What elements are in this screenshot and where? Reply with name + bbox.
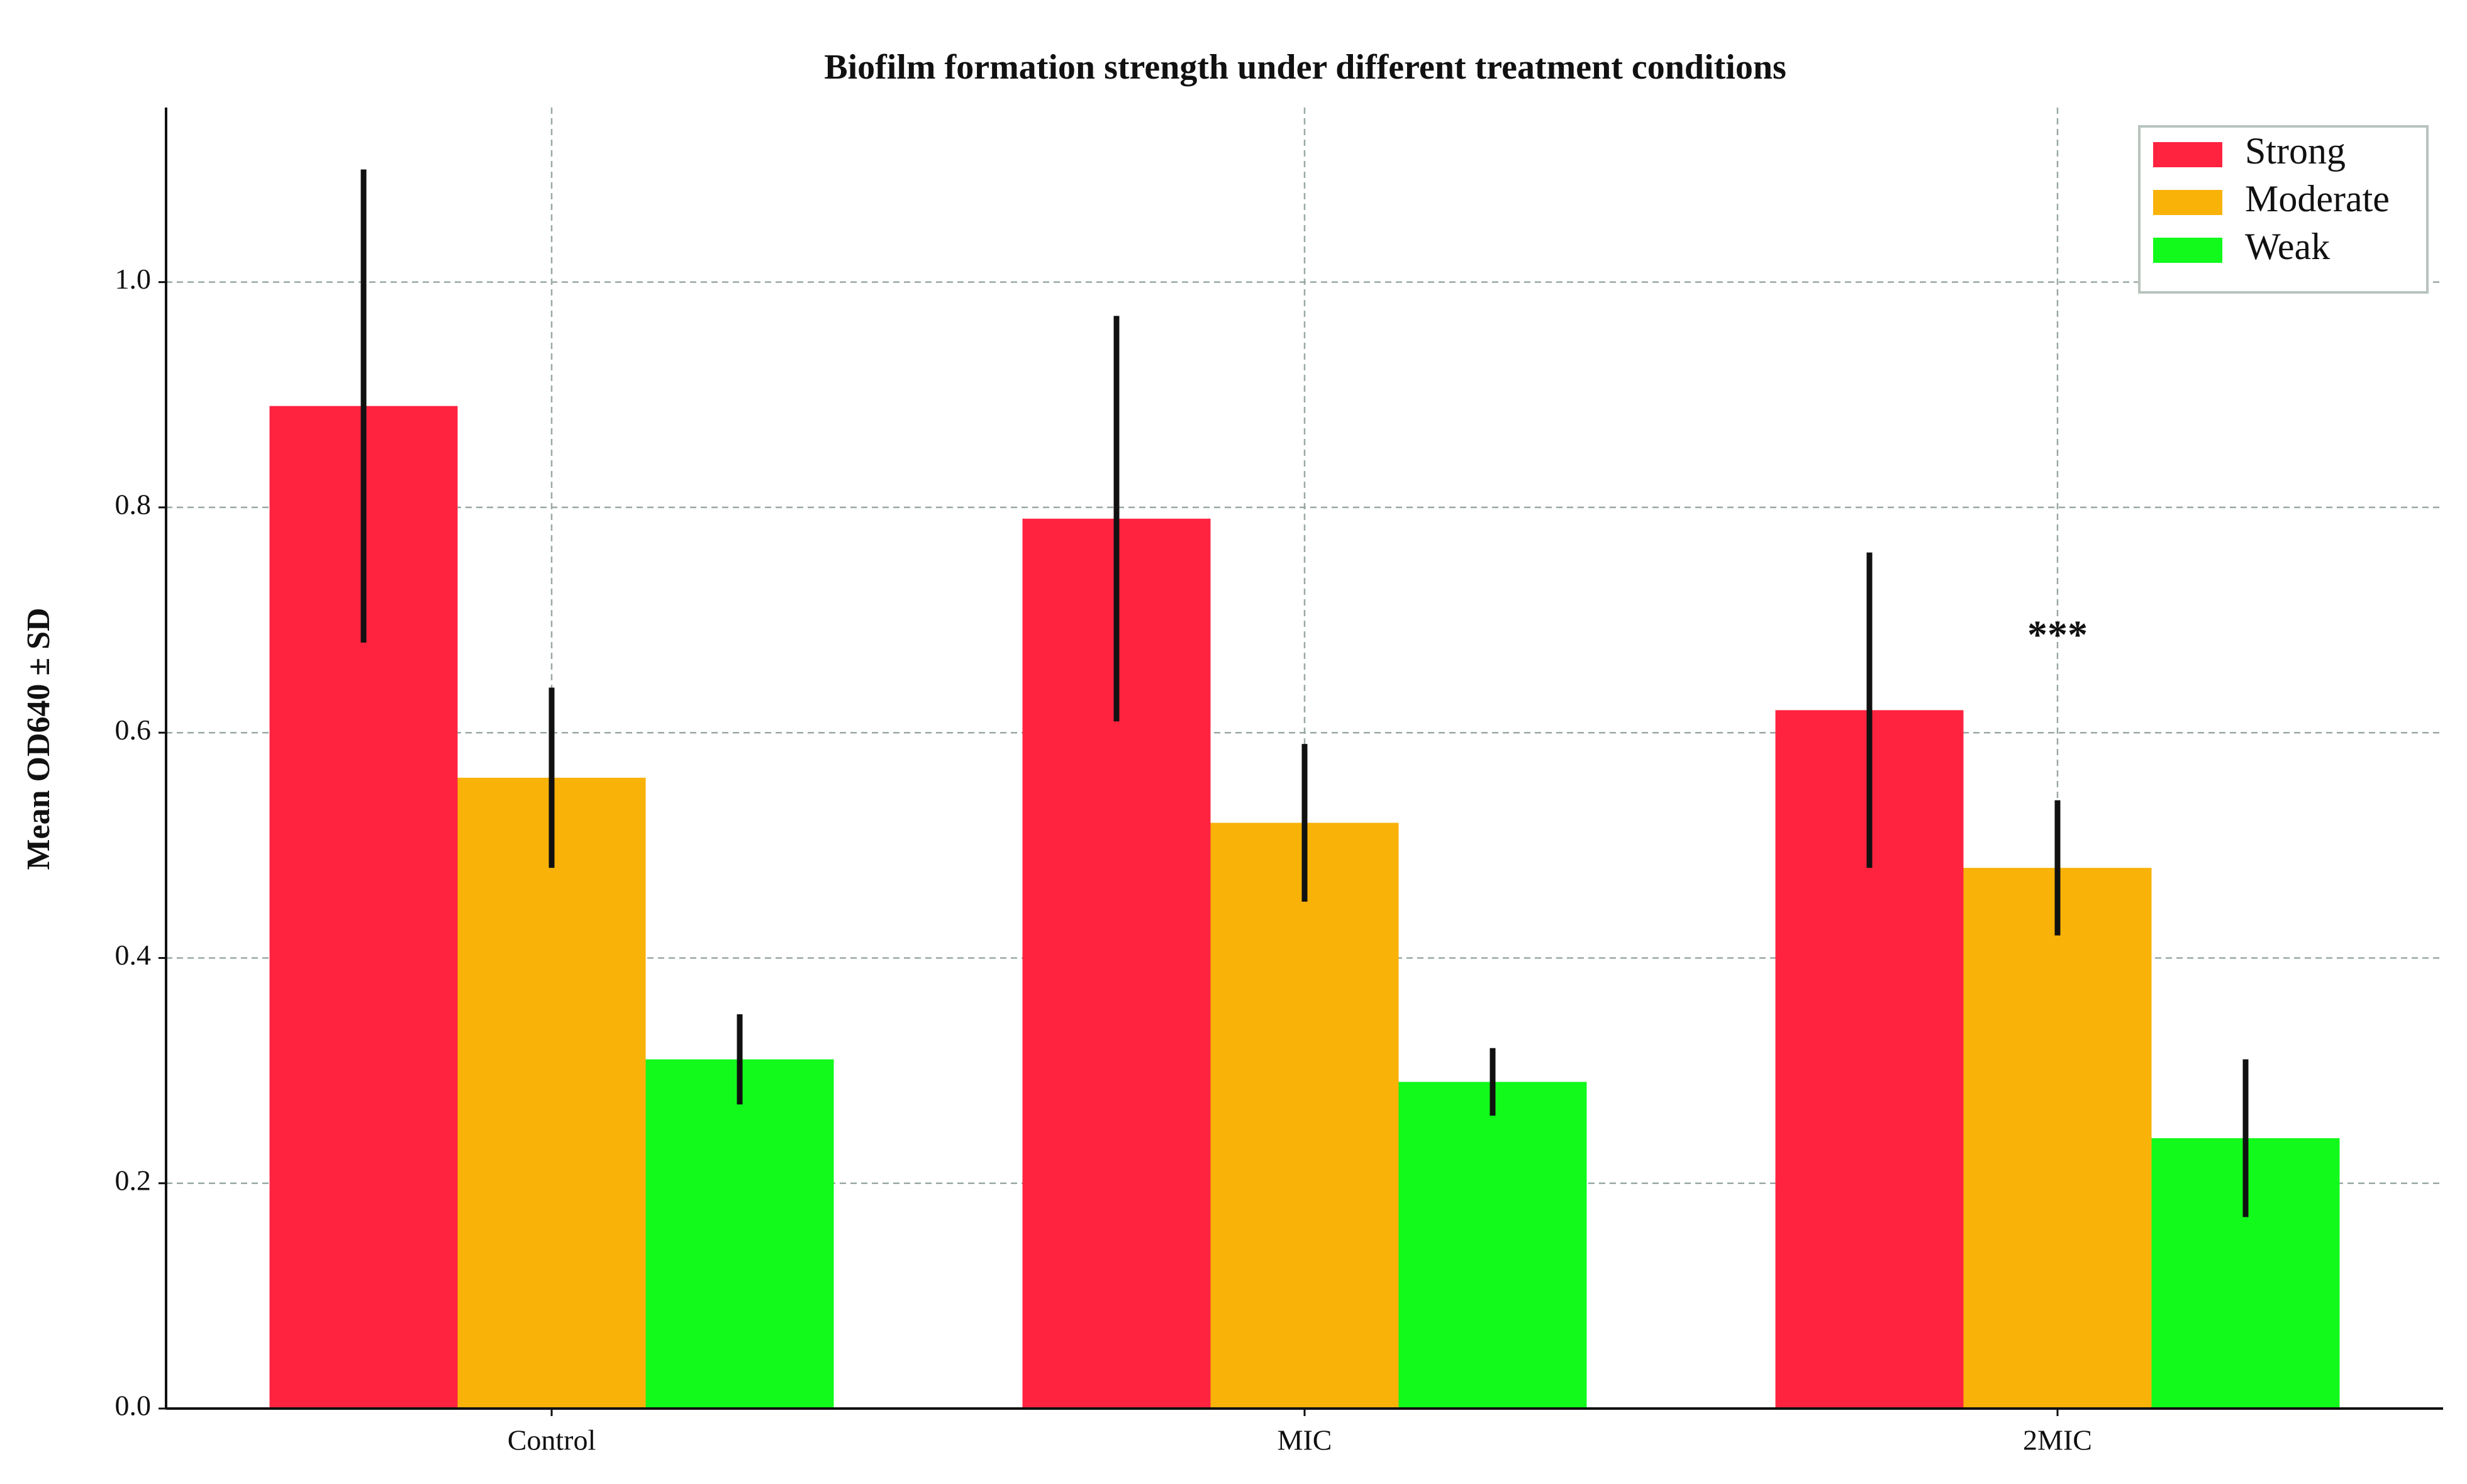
y-tick-label: 1.0 (115, 263, 152, 295)
y-tick-label: 0.6 (115, 714, 152, 746)
bar (645, 1059, 834, 1409)
bar (1963, 868, 2152, 1409)
bar (1398, 1082, 1587, 1409)
y-tick-label: 0.4 (115, 939, 152, 971)
legend-label: Strong (2245, 130, 2346, 172)
y-axis-label: Mean OD640 ± SD (21, 607, 57, 870)
chart-title: Biofilm formation strength under differe… (824, 48, 1786, 87)
bar (1210, 822, 1399, 1409)
legend-swatch (2153, 190, 2222, 215)
legend-swatch (2153, 142, 2222, 167)
legend-swatch (2153, 238, 2222, 263)
bar (457, 777, 646, 1409)
legend-label: Weak (2245, 226, 2330, 267)
annotation: *** (2027, 612, 2088, 657)
x-tick-label: 2MIC (2023, 1424, 2092, 1456)
y-tick-label: 0.2 (115, 1164, 152, 1196)
x-tick-label: MIC (1278, 1424, 1332, 1456)
y-tick-label: 0.0 (115, 1390, 152, 1422)
y-tick-label: 0.8 (115, 488, 152, 520)
x-tick-label: Control (508, 1424, 596, 1456)
legend-label: Moderate (2245, 178, 2390, 219)
